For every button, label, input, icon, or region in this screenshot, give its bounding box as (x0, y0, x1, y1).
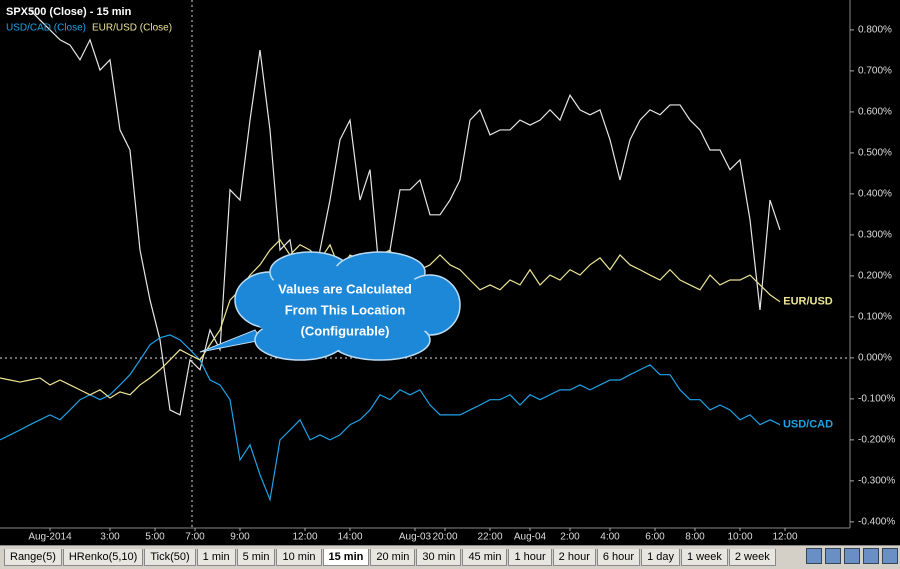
icon[interactable] (882, 548, 898, 564)
x-tick-label: 14:00 (337, 532, 362, 543)
x-tick-label: 6:00 (645, 532, 665, 543)
timeframe-tab[interactable]: 2 week (728, 549, 776, 566)
legend-entry: USD/CAD (Close) (6, 23, 86, 34)
series-line (0, 238, 781, 399)
x-tick-label: 10:00 (727, 532, 752, 543)
toolbar-icons (806, 548, 898, 564)
x-tick-label: 7:00 (185, 532, 205, 543)
y-tick-label: 0.600% (858, 107, 892, 118)
legend-entry: EUR/USD (Close) (92, 23, 172, 34)
series-end-label: EUR/USD (783, 296, 833, 308)
x-tick-label: 12:00 (772, 532, 797, 543)
y-tick-label: -0.300% (858, 475, 895, 486)
x-tick-label: 22:00 (477, 532, 502, 543)
chart-title: SPX500 (Close) - 15 min (6, 6, 132, 18)
x-tick-label: 4:00 (600, 532, 620, 543)
timeframe-tab[interactable]: Range(5) (4, 549, 62, 566)
x-tick-label: 5:00 (145, 532, 165, 543)
series-line (29, 9, 781, 416)
series-end-label: USD/CAD (783, 419, 833, 431)
x-tick-label: Aug-04 (514, 532, 547, 543)
timeframe-tab[interactable]: 45 min (462, 549, 508, 566)
timeframe-tab[interactable]: 2 hour (552, 549, 596, 566)
x-tick-label: 3:00 (100, 532, 120, 543)
chart: SPX500 (Close) - 15 min 0.800% 0.700% 0.60… (0, 0, 895, 543)
y-tick-label: -0.200% (858, 435, 895, 446)
icon[interactable] (825, 548, 841, 564)
y-tick-label: -0.100% (858, 394, 895, 405)
y-tick-label: 0.100% (858, 312, 892, 323)
callout-text: Values are Calculated (278, 281, 412, 296)
timeframe-tab[interactable]: 1 day (641, 549, 680, 566)
y-tick-label: -0.400% (858, 516, 895, 527)
timeframe-tab[interactable]: HRenko(5,10) (62, 549, 144, 566)
y-tick-label: 0.300% (858, 230, 892, 241)
callout-text: (Configurable) (301, 323, 390, 338)
callout: Values are Calculated From This Location (… (199, 251, 461, 361)
timeframe-tab[interactable]: 15 min (322, 549, 370, 566)
timeframe-tab[interactable]: 5 min (236, 549, 276, 566)
y-tick-label: 0.400% (858, 189, 892, 200)
y-tick-label: 0.700% (858, 66, 892, 77)
x-tick-label: 12:00 (292, 532, 317, 543)
x-tick-label: Aug-2014 (28, 532, 72, 543)
series-line (0, 334, 781, 502)
timeframe-tab[interactable]: 6 hour (596, 549, 641, 566)
timeframe-tab[interactable]: 1 min (196, 549, 236, 566)
timeframe-tab[interactable]: 1 week (681, 549, 728, 566)
icon[interactable] (863, 548, 879, 564)
icon[interactable] (806, 548, 822, 564)
x-tick-label: Aug-03 (399, 532, 432, 543)
icon[interactable] (844, 548, 860, 564)
timeframe-tab[interactable]: 10 min (276, 549, 322, 566)
timeframe-tabs: Range(5) HRenko(5,10) Tick(50) 1 min 5 min 10… (0, 545, 900, 569)
timeframe-tab[interactable]: 20 min (370, 549, 416, 566)
x-tick-label: 20:00 (432, 532, 457, 543)
timeframe-tab[interactable]: 1 hour (508, 549, 552, 566)
x-tick-label: 9:00 (230, 532, 250, 543)
y-tick-label: 0.800% (858, 25, 892, 36)
x-tick-label: 2:00 (560, 532, 580, 543)
y-tick-label: 0.000% (858, 353, 892, 364)
callout-text: From This Location (285, 302, 406, 317)
timeframe-tab[interactable]: 30 min (416, 549, 462, 566)
timeframe-tab[interactable]: Tick(50) (144, 549, 196, 566)
y-tick-label: 0.200% (858, 271, 892, 282)
y-tick-label: 0.500% (858, 148, 892, 159)
x-tick-label: 8:00 (685, 532, 705, 543)
